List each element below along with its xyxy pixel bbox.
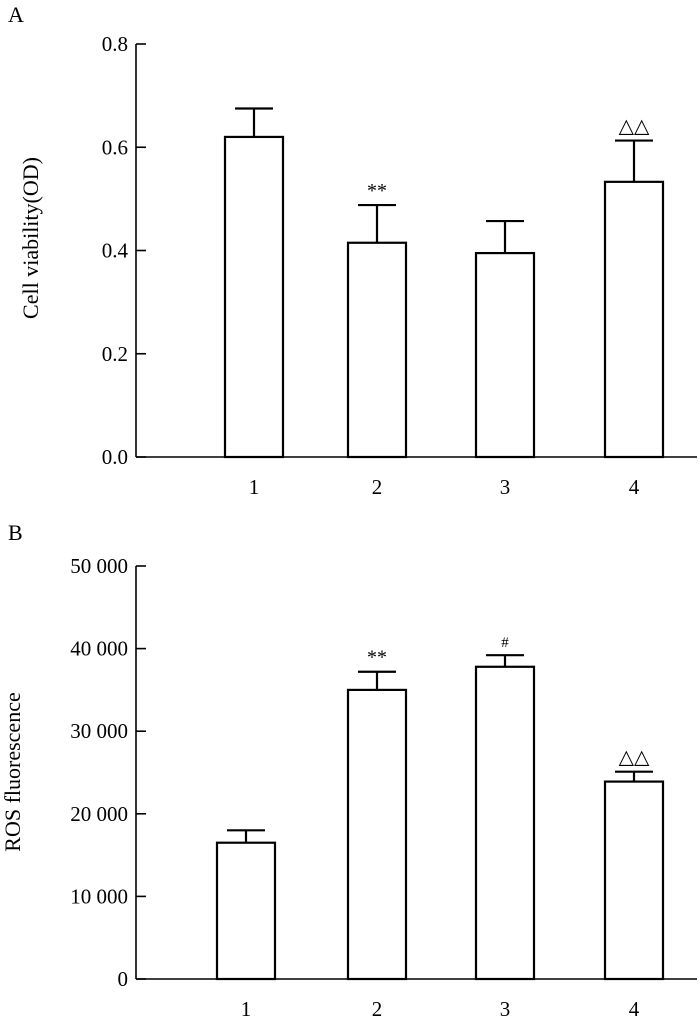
panel-a-x-tick-label: 2 [372, 475, 383, 499]
panel-a-bars: ** △△ [223, 107, 665, 459]
panel-b-y-tick-label: 30 000 [70, 719, 128, 743]
panel-b-bar [603, 780, 665, 981]
panel-a-bar [346, 241, 408, 459]
panel-a-x-tick-label: 3 [500, 475, 511, 499]
panel-b-y-axis-title: ROS fluorescence [0, 692, 25, 851]
panel-a-y-tick-label: 0.6 [102, 135, 128, 159]
panel-b-y-tick-label: 10 000 [70, 884, 128, 908]
panel-b-y-tick-label: 20 000 [70, 802, 128, 826]
panel-b-y-ticks: 0 10 000 20 000 30 000 40 000 50 000 [70, 554, 146, 991]
panel-a-label: A [8, 2, 24, 27]
panel-a-x-tick-label: 1 [249, 475, 260, 499]
panel-b-x-labels: 1 2 3 4 [241, 997, 640, 1021]
panel-b-y-tick-label: 40 000 [70, 637, 128, 661]
panel-b-x-tick-label: 4 [629, 997, 640, 1021]
panel-b-significance-label: △△ [619, 747, 650, 769]
panel-b-significance-label: # [501, 635, 509, 651]
panel-b-x-tick-label: 3 [500, 997, 511, 1021]
panel-a-bar [223, 135, 285, 459]
panel-b-x-tick-label: 2 [372, 997, 383, 1021]
panel-a-y-axis-title: Cell viability(OD) [18, 157, 43, 319]
panel-b-label: B [8, 520, 23, 545]
panel-b-significance-label: ** [367, 647, 387, 669]
panel-b-bar [215, 841, 277, 981]
panel-a-chart: A Cell viability(OD) 0.0 0.2 0.4 0.6 0.8 1 2 3… [8, 2, 697, 499]
panel-a-bar [603, 180, 665, 459]
panel-b-y-tick-label: 0 [118, 967, 129, 991]
panel-b-y-tick-label: 50 000 [70, 554, 128, 578]
panel-a-y-tick-label: 0.2 [102, 342, 128, 366]
panel-b-x-tick-label: 1 [241, 997, 252, 1021]
panel-a-x-labels: 1 2 3 4 [249, 475, 640, 499]
panel-a-y-tick-label: 0.4 [102, 239, 129, 263]
panel-a-y-tick-label: 0.0 [102, 445, 128, 469]
panel-b-bars: ** # △△ [215, 635, 665, 981]
panel-a-bar [474, 251, 536, 459]
panel-b-bar [474, 665, 536, 981]
panel-a-significance-label: △△ [619, 116, 650, 138]
panel-a-y-tick-label: 0.8 [102, 32, 128, 56]
panel-a-significance-label: ** [367, 180, 387, 202]
panel-a-x-tick-label: 4 [629, 475, 640, 499]
panel-a-y-ticks: 0.0 0.2 0.4 0.6 0.8 [102, 32, 146, 469]
panel-b-bar [346, 688, 408, 981]
